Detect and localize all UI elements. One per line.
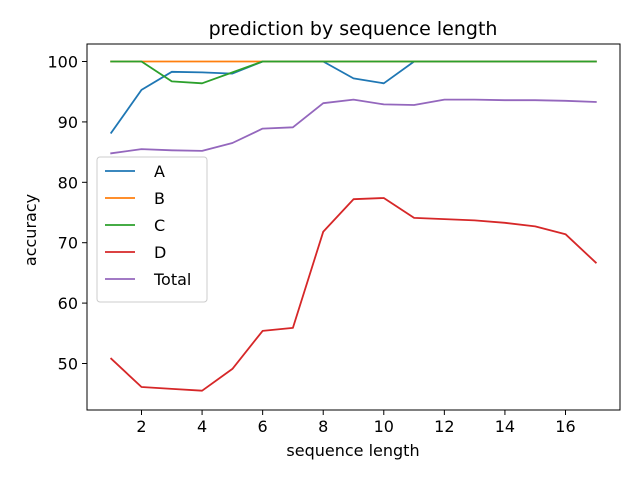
x-tick-label: 4 <box>197 417 207 436</box>
y-tick-label: 70 <box>58 234 78 253</box>
x-tick-label: 14 <box>495 417 515 436</box>
x-tick-label: 8 <box>318 417 328 436</box>
y-axis-label: accuracy <box>21 194 40 266</box>
x-tick-label: 10 <box>374 417 394 436</box>
legend-box <box>96 156 208 303</box>
x-tick-label: 2 <box>136 417 146 436</box>
legend-label-a: A <box>154 162 165 181</box>
x-tick-label: 16 <box>555 417 575 436</box>
x-tick-label: 12 <box>434 417 454 436</box>
series-line-total <box>110 98 597 155</box>
plot-frame <box>86 43 621 411</box>
y-tick-label: 90 <box>58 113 78 132</box>
legend-label-c: C <box>154 216 165 235</box>
chart-title: prediction by sequence length <box>209 18 498 40</box>
legend-label-d: D <box>154 243 166 262</box>
legend-label-b: B <box>154 189 165 208</box>
y-tick-label: 100 <box>47 53 78 72</box>
x-tick-label: 6 <box>258 417 268 436</box>
legend-label-total: Total <box>153 270 191 289</box>
series-line-d <box>109 197 598 392</box>
series-line-c <box>110 60 597 85</box>
x-axis-label: sequence length <box>286 441 419 460</box>
y-tick-label: 60 <box>58 294 78 313</box>
y-tick-label: 50 <box>58 354 78 373</box>
y-tick-label: 80 <box>58 173 78 192</box>
series-layer <box>109 60 598 392</box>
series-line-a <box>109 60 597 135</box>
ticks-layer: 2 4 6 8 10 12 14 16 50 60 70 80 90 100 <box>47 53 575 436</box>
